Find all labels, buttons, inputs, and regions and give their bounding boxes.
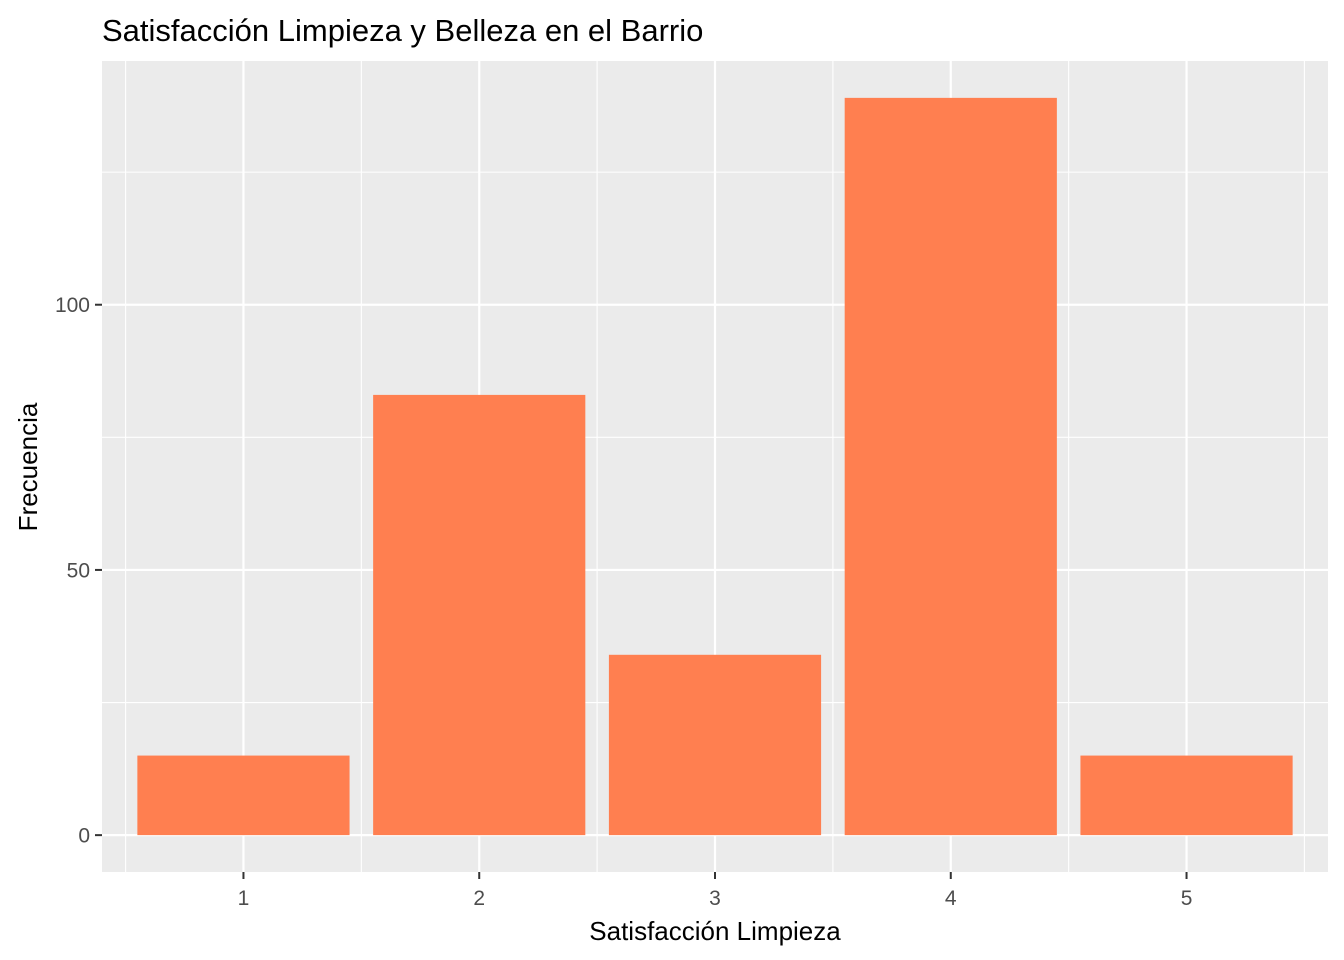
x-tick-label: 3 — [709, 887, 721, 910]
x-tick-labels: 1 2 3 4 5 — [238, 887, 1193, 910]
y-tick-label: 100 — [55, 294, 90, 317]
bar-4 — [844, 97, 1057, 836]
bar-2 — [373, 394, 586, 836]
x-axis-title: Satisfacción Limpieza — [589, 916, 841, 946]
x-tick-label: 4 — [945, 887, 957, 910]
x-tick-label: 5 — [1181, 887, 1193, 910]
bars — [137, 97, 1293, 836]
bar-3 — [608, 654, 822, 836]
y-tick-label: 50 — [67, 559, 90, 582]
y-axis-title: Frecuencia — [13, 402, 43, 531]
axis-ticks — [95, 303, 1188, 879]
chart-title: Satisfacción Limpieza y Belleza en el Ba… — [102, 13, 703, 48]
y-tick-label: 0 — [78, 825, 90, 848]
y-tick-labels: 0 50 100 — [55, 294, 90, 847]
x-tick-label: 2 — [473, 887, 485, 910]
bar-1 — [137, 755, 350, 836]
x-tick-label: 1 — [238, 887, 250, 910]
bar-5 — [1080, 755, 1293, 836]
